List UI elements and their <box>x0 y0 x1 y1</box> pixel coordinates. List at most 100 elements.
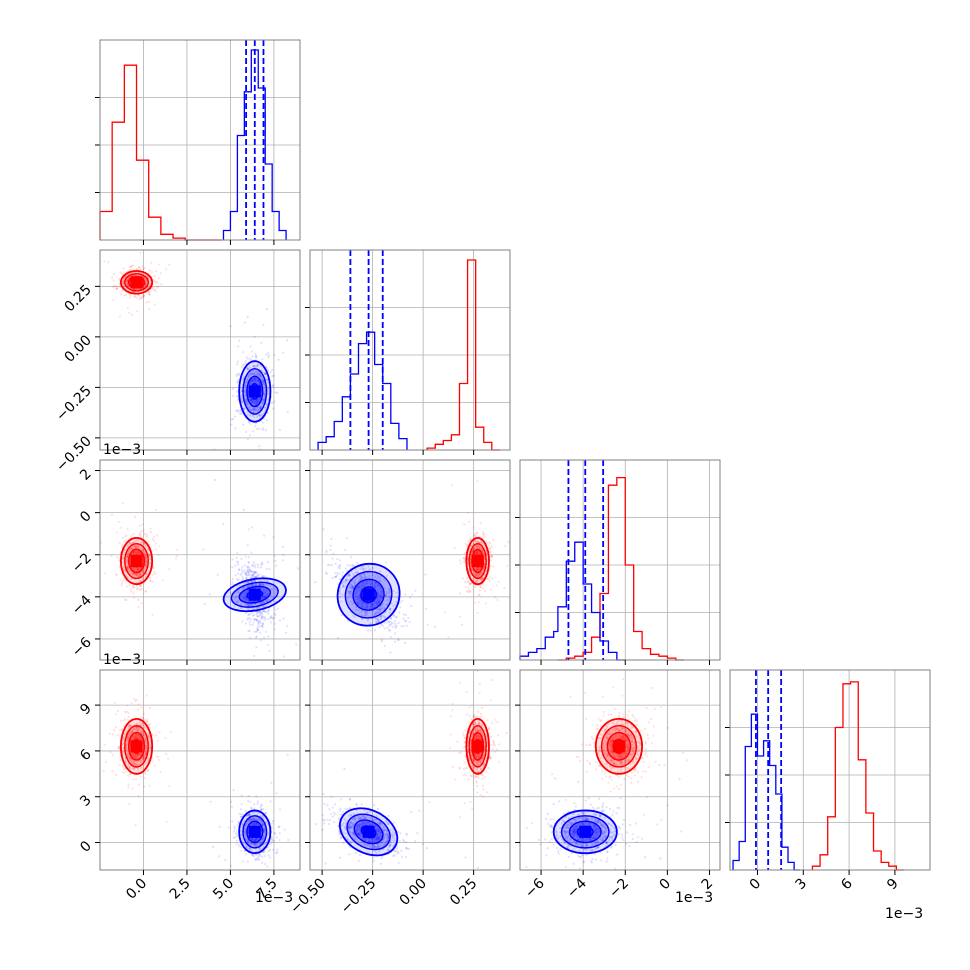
scatter-point <box>236 578 239 581</box>
scatter-point <box>237 345 240 348</box>
scatter-point <box>126 561 129 565</box>
scatter-point <box>231 387 235 391</box>
histogram-step <box>519 541 626 661</box>
scatter-point <box>137 795 140 798</box>
scatter-point <box>359 575 362 578</box>
scatter-point <box>128 296 132 299</box>
scatter-point <box>278 619 281 622</box>
scatter-point <box>474 552 478 555</box>
scatter-point <box>142 733 146 736</box>
scatter-point <box>365 611 368 615</box>
scatter-point <box>244 622 247 625</box>
scatter-point <box>358 586 361 589</box>
scatter-point <box>241 588 244 591</box>
scatter-point <box>251 408 254 412</box>
scatter-point <box>371 603 374 606</box>
scatter-point <box>257 566 260 569</box>
scatter-point <box>481 549 485 552</box>
scatter-point <box>126 704 129 707</box>
scatter-point <box>358 602 361 606</box>
histogram-step <box>317 331 408 450</box>
scatter-point <box>246 586 249 589</box>
scatter-point <box>246 598 249 602</box>
scatter-point <box>355 597 358 601</box>
scatter-point <box>394 603 397 606</box>
scatter-point <box>254 378 257 381</box>
scatter-point <box>245 581 249 584</box>
scatter-point <box>389 620 393 623</box>
scatter-point <box>138 294 141 297</box>
scatter-point <box>383 644 386 648</box>
scatter-point <box>248 613 251 616</box>
scatter-point <box>130 738 133 741</box>
scatter-point <box>263 595 266 598</box>
scatter-point <box>135 568 138 571</box>
scatter-point <box>126 278 129 281</box>
scatter-point <box>258 445 261 448</box>
scatter-point <box>248 621 251 624</box>
scatter-point <box>360 600 364 603</box>
scatter-point <box>244 362 248 365</box>
scatter-point <box>128 766 132 770</box>
scatter-point <box>130 731 133 734</box>
scatter-point <box>149 293 152 296</box>
scatter-point <box>466 558 469 561</box>
scatter-point <box>136 573 140 576</box>
scatter-point <box>144 590 148 593</box>
scatter-point <box>124 275 127 278</box>
scatter-point <box>144 553 147 557</box>
scatter-point <box>383 616 386 619</box>
scatter-point <box>153 275 156 278</box>
scatter-point <box>146 534 149 537</box>
scatter-point <box>255 403 258 406</box>
scatter-point <box>136 764 139 767</box>
scatter-point <box>265 600 268 603</box>
scatter-point <box>131 541 134 544</box>
scatter-point <box>345 578 348 582</box>
scatter-point <box>254 370 258 373</box>
scatter-point <box>378 585 382 589</box>
scatter-point <box>245 574 248 577</box>
scatter-point <box>380 615 383 618</box>
scatter-point <box>249 585 252 588</box>
scatter-point <box>480 541 483 544</box>
scatter-point <box>242 407 246 410</box>
scatter-point <box>379 570 382 573</box>
scatter-point <box>256 621 260 624</box>
scatter-point <box>133 573 137 576</box>
scatter-point <box>325 571 328 574</box>
scatter-point <box>117 746 120 749</box>
scatter-point <box>143 754 147 757</box>
scatter-point <box>246 566 249 569</box>
scatter-point <box>411 593 414 596</box>
scatter-point <box>386 598 389 601</box>
scatter-point <box>476 531 479 535</box>
scatter-point <box>471 549 475 552</box>
scatter-point <box>271 375 274 378</box>
scatter-point <box>347 596 350 599</box>
scatter-point <box>361 583 364 586</box>
scatter-point <box>375 604 379 607</box>
scatter-point <box>341 593 344 596</box>
scatter-point <box>208 593 211 596</box>
scatter-point <box>260 375 263 378</box>
scatter-point <box>255 380 258 383</box>
scatter-point <box>253 572 256 575</box>
scatter-point <box>240 593 243 597</box>
scatter-point <box>147 735 150 738</box>
scatter-point <box>146 548 149 551</box>
scatter-point <box>376 600 379 603</box>
scatter-point <box>138 735 141 738</box>
scatter-point <box>267 388 270 391</box>
scatter-point <box>462 557 465 560</box>
scatter-point <box>142 570 145 573</box>
scatter-point <box>380 607 383 610</box>
scatter-point <box>255 629 259 632</box>
scatter-point <box>145 694 148 697</box>
scatter-point <box>261 610 265 613</box>
scatter-point <box>264 595 267 599</box>
scatter-point <box>247 589 250 592</box>
scatter-point <box>256 371 259 374</box>
scatter-point <box>235 409 238 412</box>
scatter-point <box>252 410 255 413</box>
